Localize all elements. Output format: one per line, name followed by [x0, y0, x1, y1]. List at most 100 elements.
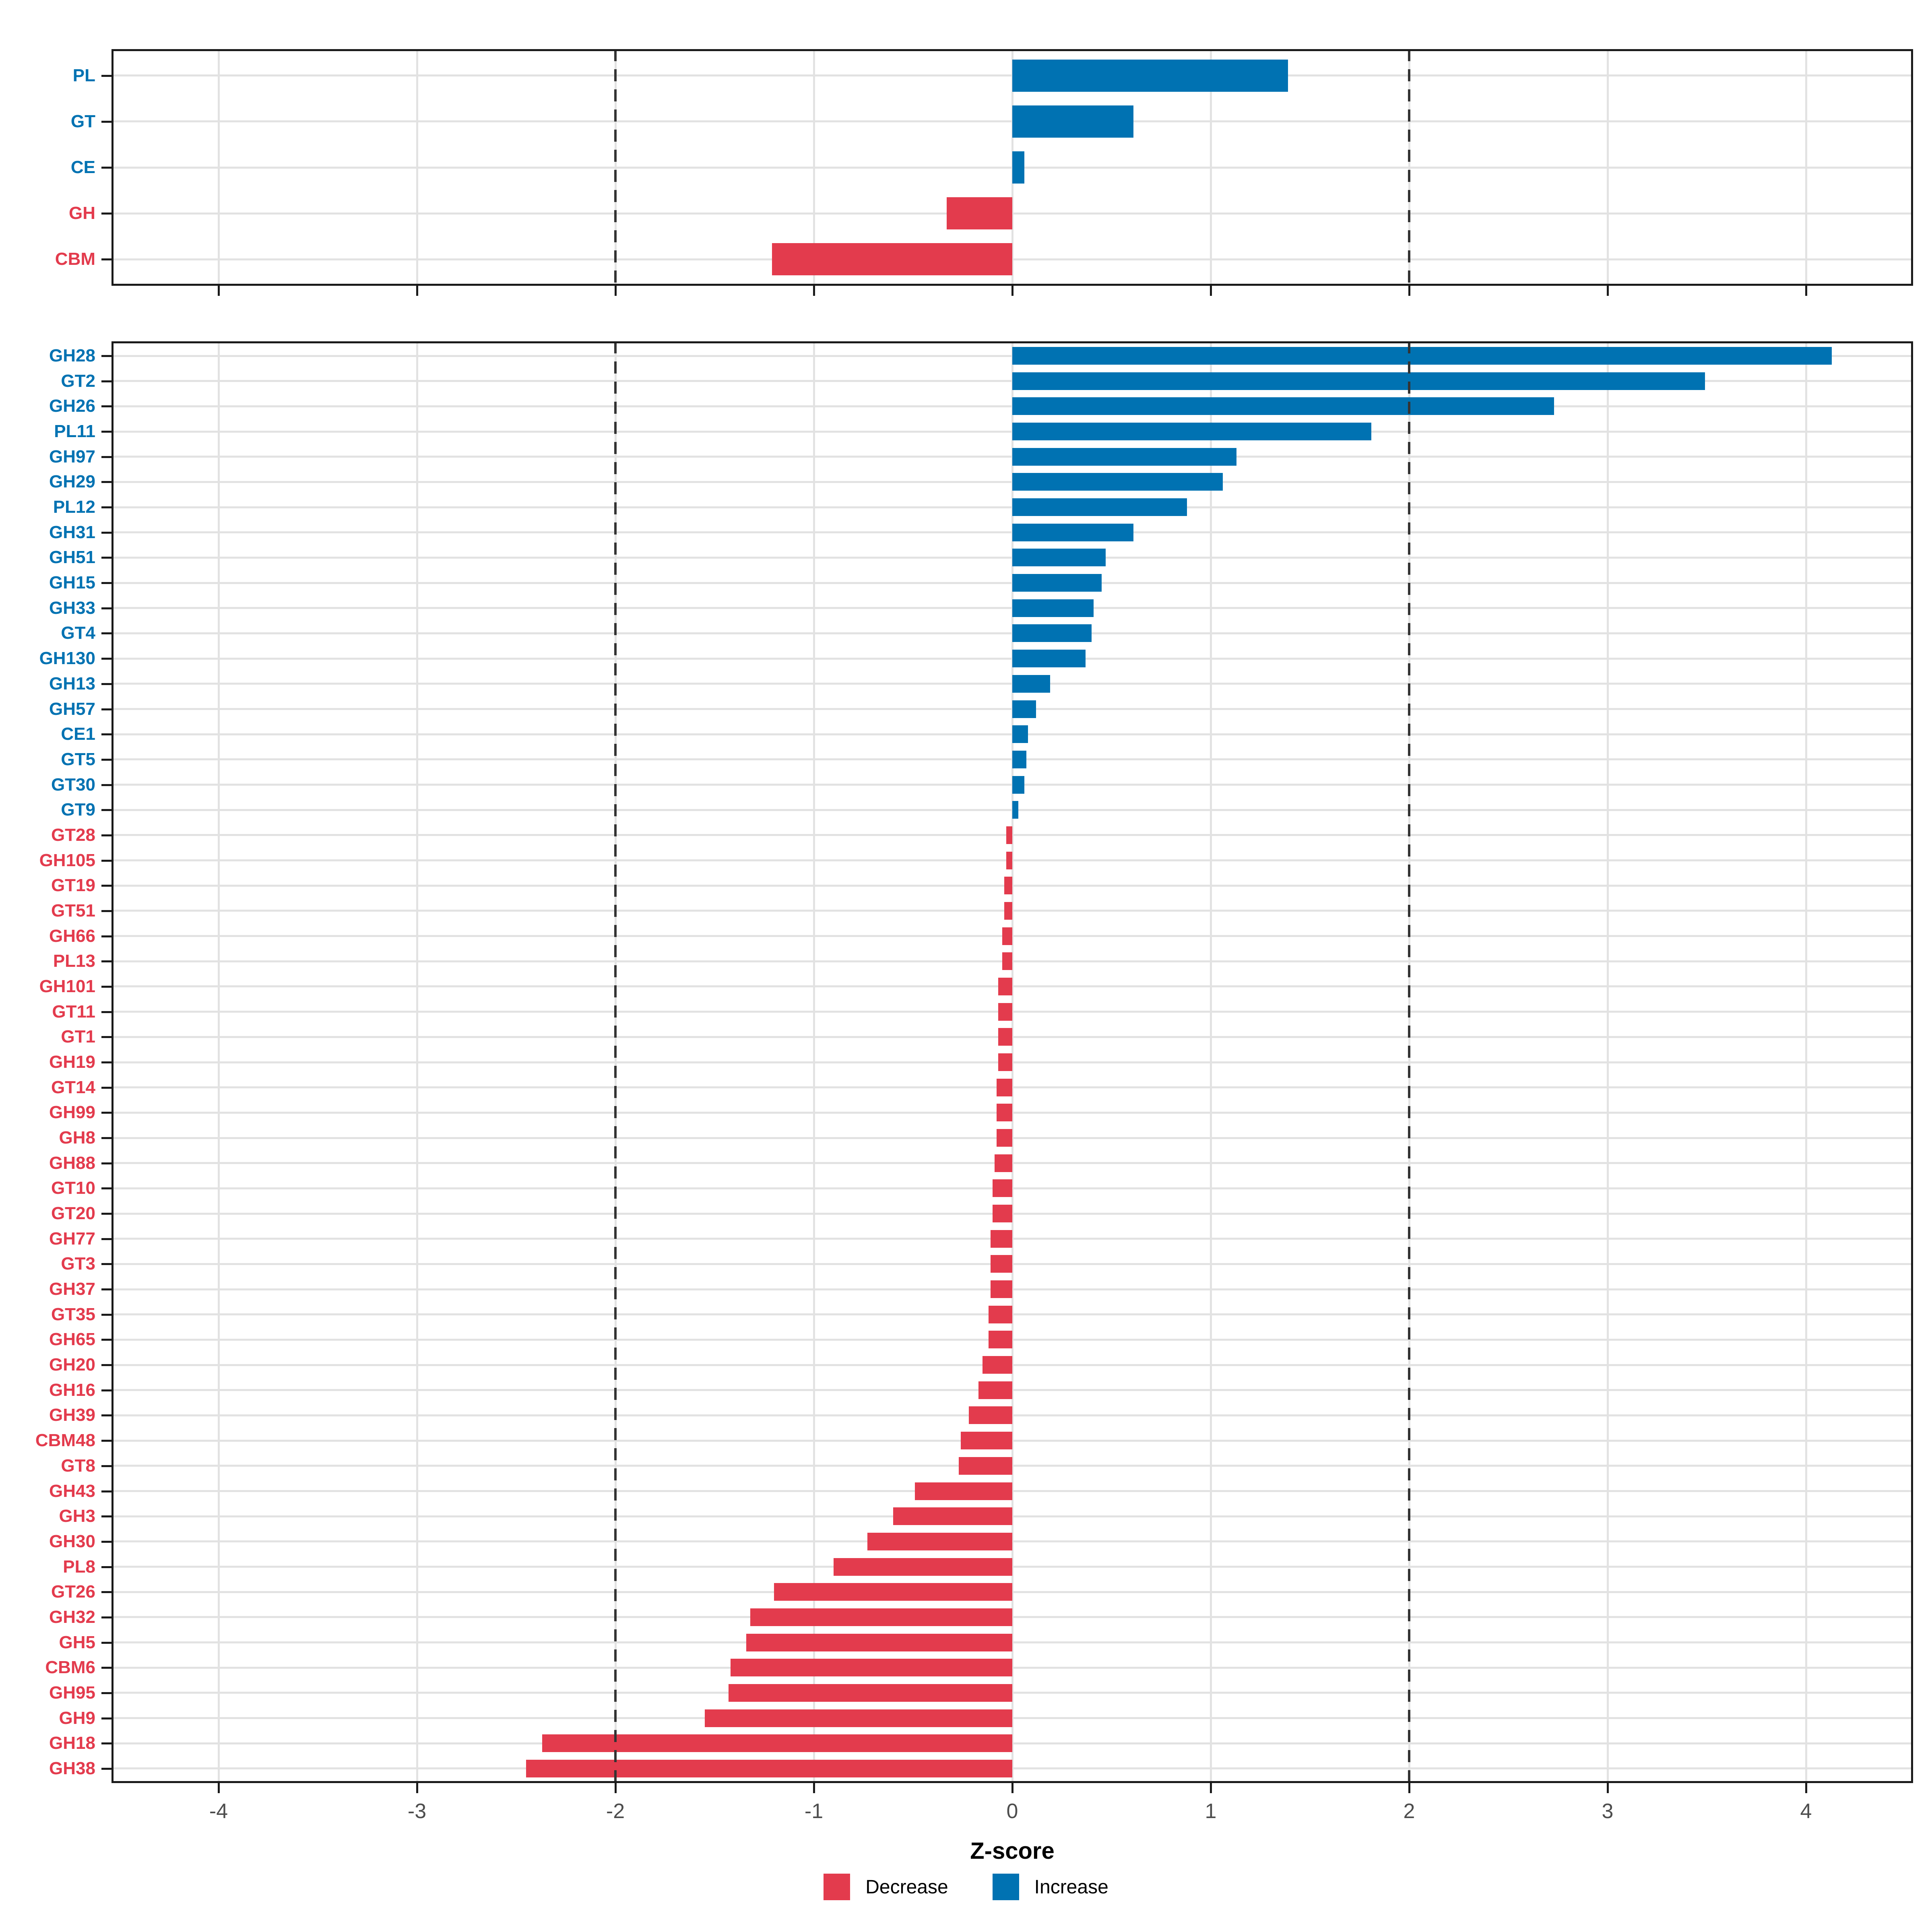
y-axis-tick	[101, 531, 111, 534]
y-axis-label: GT4	[61, 623, 95, 643]
y-axis-label: GT	[70, 111, 95, 131]
bar	[996, 1078, 1012, 1096]
bar	[1012, 599, 1094, 617]
y-axis-tick	[101, 1742, 111, 1745]
gridline-horizontal	[111, 1389, 1913, 1391]
y-axis-tick	[101, 1540, 111, 1543]
bar	[968, 1406, 1012, 1424]
y-axis-label: GT8	[61, 1455, 95, 1476]
x-tick-label: 3	[1602, 1800, 1614, 1823]
gridline-horizontal	[111, 1465, 1913, 1467]
gridline-horizontal	[111, 1616, 1913, 1618]
y-axis-label: GT26	[51, 1582, 95, 1602]
x-tick-label: -1	[804, 1800, 824, 1823]
y-axis-label: GH105	[39, 850, 95, 870]
y-axis-label: GT35	[51, 1304, 95, 1324]
y-axis-label: GH9	[59, 1708, 95, 1728]
gridline-horizontal	[111, 1566, 1913, 1568]
bar	[1012, 801, 1018, 819]
gridline-horizontal	[111, 1288, 1913, 1290]
y-axis-label: GH18	[49, 1733, 95, 1753]
y-axis-tick	[101, 1667, 111, 1669]
bar	[867, 1532, 1012, 1550]
y-axis-tick	[101, 1591, 111, 1593]
gridline-horizontal	[111, 1313, 1913, 1316]
x-axis-tick	[1805, 1783, 1807, 1793]
y-axis-label: GH65	[49, 1329, 95, 1350]
gridline-horizontal	[111, 1263, 1913, 1265]
bar	[998, 977, 1012, 995]
y-axis-tick	[101, 431, 111, 433]
y-axis-tick	[101, 1313, 111, 1316]
bar	[1012, 498, 1187, 516]
y-axis-label: GH20	[49, 1355, 95, 1375]
y-axis-label: GH31	[49, 522, 95, 542]
y-axis-label: GT11	[52, 1001, 95, 1022]
y-axis-label: GT10	[51, 1178, 95, 1198]
bar	[729, 1684, 1012, 1702]
bar	[992, 1179, 1012, 1197]
gridline-horizontal	[111, 1338, 1913, 1341]
y-axis-tick	[101, 1440, 111, 1442]
bar	[1012, 650, 1086, 668]
bar	[1012, 59, 1288, 92]
gridline-horizontal	[111, 258, 1913, 260]
x-axis-tick	[1210, 1783, 1212, 1793]
y-axis-tick	[101, 733, 111, 736]
gridline-horizontal	[111, 859, 1913, 862]
y-axis-label: GT51	[51, 900, 95, 921]
legend-label: Decrease	[865, 1876, 948, 1898]
bar	[998, 1053, 1012, 1071]
y-axis-tick	[101, 557, 111, 559]
bar	[1012, 574, 1102, 592]
legend-swatch-decrease	[824, 1874, 850, 1900]
y-axis-label: GH3	[59, 1506, 95, 1526]
y-axis-label: GH	[69, 203, 95, 223]
gridline-horizontal	[111, 1515, 1913, 1517]
gridline-horizontal	[111, 1137, 1913, 1139]
legend: Decrease Increase	[0, 1874, 1932, 1900]
bar	[996, 1104, 1012, 1122]
legend-entry: Decrease	[824, 1874, 948, 1900]
y-axis-label: PL11	[54, 421, 95, 442]
gridline-horizontal	[111, 935, 1913, 937]
y-axis-label: GT1	[61, 1027, 95, 1047]
bar	[1012, 372, 1705, 390]
y-axis-tick	[101, 405, 111, 408]
bar	[998, 1028, 1012, 1046]
y-axis-tick	[101, 1465, 111, 1467]
x-axis-tick	[1408, 286, 1410, 296]
y-axis-tick	[101, 885, 111, 887]
bar	[1012, 549, 1106, 567]
y-axis-tick	[101, 607, 111, 609]
bar	[526, 1759, 1012, 1777]
y-axis-tick	[101, 120, 111, 123]
y-axis-label: GH95	[49, 1682, 95, 1703]
y-axis-label: GT3	[61, 1254, 95, 1274]
y-axis-label: GT9	[61, 800, 95, 820]
bar	[1012, 347, 1832, 365]
y-axis-label: GT19	[51, 875, 95, 896]
gridline-horizontal	[111, 910, 1913, 912]
gridline-horizontal	[111, 1086, 1913, 1089]
bar	[1004, 902, 1012, 920]
x-tick-label: -4	[209, 1800, 228, 1823]
y-axis-label: GH33	[49, 598, 95, 618]
gridline-horizontal	[111, 1641, 1913, 1644]
bar	[988, 1331, 1012, 1349]
y-axis-label: GH97	[49, 446, 95, 466]
y-axis-label: GH8	[59, 1128, 95, 1148]
y-axis-label: GH16	[49, 1380, 95, 1400]
bar	[1012, 423, 1372, 441]
y-axis-tick	[101, 1566, 111, 1568]
bar	[1012, 725, 1028, 743]
gridline-horizontal	[111, 1439, 1913, 1442]
gridline-horizontal	[111, 1036, 1913, 1038]
x-tick-label: -2	[606, 1800, 625, 1823]
x-axis-tick	[615, 1783, 617, 1793]
gridline-horizontal	[111, 1666, 1913, 1669]
gridline-horizontal	[111, 1692, 1913, 1694]
x-axis-tick	[1607, 1783, 1609, 1793]
y-axis-tick	[101, 1490, 111, 1492]
